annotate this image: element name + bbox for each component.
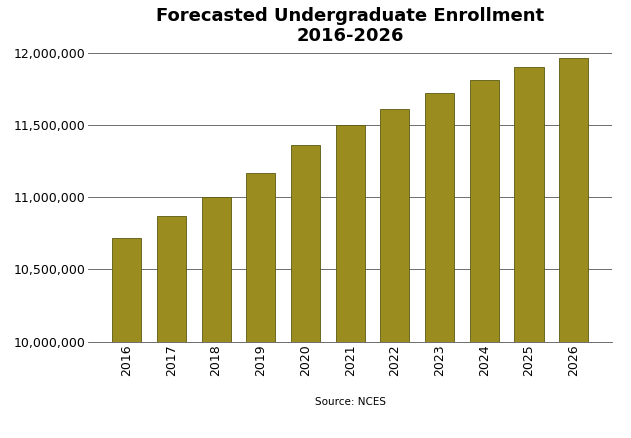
Title: Forecasted Undergraduate Enrollment
2016-2026: Forecasted Undergraduate Enrollment 2016… xyxy=(156,7,545,46)
Bar xyxy=(246,173,275,438)
Bar xyxy=(291,145,320,438)
Bar xyxy=(112,237,141,438)
Bar xyxy=(201,197,230,438)
Text: Source: NCES: Source: NCES xyxy=(315,397,386,407)
Bar xyxy=(425,93,454,438)
Bar xyxy=(514,67,543,438)
Bar xyxy=(470,80,499,438)
Bar xyxy=(157,216,186,438)
Bar xyxy=(336,125,365,438)
Bar xyxy=(380,109,410,438)
Bar xyxy=(559,58,588,438)
